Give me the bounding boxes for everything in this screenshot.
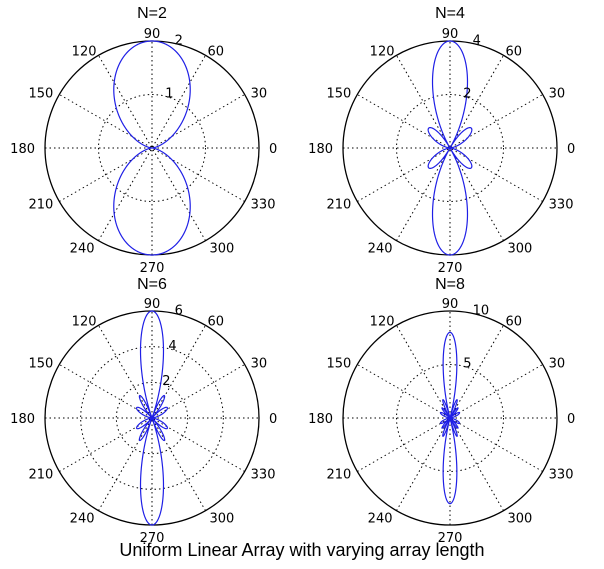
plot-title: N=8 — [435, 276, 465, 293]
radial-tick-label: 5 — [463, 356, 471, 371]
radial-grid-circle — [80, 346, 224, 490]
angle-tick-label: 60 — [506, 44, 523, 59]
angle-tick-label: 240 — [368, 242, 393, 257]
angle-tick-label: 270 — [140, 261, 165, 276]
angle-tick-label: 120 — [370, 314, 395, 329]
radial-tick-label: 2 — [175, 34, 183, 49]
angle-tick-label: 300 — [210, 512, 235, 527]
angle-tick-label: 90 — [442, 297, 459, 312]
angle-tick-label: 240 — [368, 512, 393, 527]
angle-tick-label: 180 — [308, 142, 333, 157]
angle-tick-label: 270 — [140, 531, 165, 546]
figure-caption: Uniform Linear Array with varying array … — [119, 540, 485, 560]
angle-tick-label: 210 — [327, 198, 352, 213]
angle-tick-label: 30 — [251, 357, 268, 372]
angle-tick-label: 210 — [29, 468, 54, 483]
radial-tick-label: 10 — [473, 304, 490, 319]
angle-tick-label: 60 — [208, 314, 225, 329]
angle-tick-label: 330 — [251, 198, 276, 213]
radial-tick-label: 6 — [175, 304, 183, 319]
angle-tick-label: 210 — [29, 198, 54, 213]
radiation-pattern-line — [113, 40, 191, 256]
angle-tick-label: 30 — [549, 357, 566, 372]
angle-tick-label: 210 — [327, 468, 352, 483]
angle-tick-label: 90 — [144, 27, 161, 42]
radiation-pattern-line — [427, 40, 473, 256]
radiation-pattern-line — [135, 310, 169, 526]
angle-tick-label: 180 — [10, 142, 35, 157]
angle-tick-label: 300 — [508, 242, 533, 257]
angle-tick-label: 30 — [549, 87, 566, 102]
angle-tick-label: 120 — [72, 314, 97, 329]
radial-tick-label: 1 — [165, 86, 173, 101]
angle-tick-label: 330 — [251, 468, 276, 483]
angle-tick-label: 0 — [567, 142, 575, 157]
angle-tick-label: 0 — [567, 412, 575, 427]
polar-plot-4: N=8 5 10 0 30 60 90 120 150 180 210 240 270 300 330 — [308, 276, 575, 546]
angle-tick-label: 270 — [438, 261, 463, 276]
radial-tick-label: 4 — [168, 339, 176, 354]
radial-tick-label: 2 — [463, 86, 471, 101]
angle-tick-label: 330 — [549, 198, 574, 213]
plot-title: N=2 — [137, 5, 167, 22]
angle-tick-label: 150 — [327, 357, 352, 372]
angle-tick-label: 120 — [370, 44, 395, 59]
angle-tick-label: 300 — [210, 242, 235, 257]
angle-tick-label: 180 — [10, 412, 35, 427]
radial-tick-label: 2 — [162, 374, 170, 389]
angle-tick-label: 60 — [506, 314, 523, 329]
radial-tick-label: 4 — [473, 34, 481, 49]
angle-tick-label: 90 — [144, 297, 161, 312]
plot-title: N=6 — [137, 276, 167, 293]
angle-tick-label: 150 — [29, 357, 54, 372]
polar-frame — [342, 310, 558, 526]
angle-tick-label: 300 — [508, 512, 533, 527]
angle-tick-label: 270 — [438, 531, 463, 546]
angle-tick-label: 150 — [327, 87, 352, 102]
angle-tick-label: 150 — [29, 87, 54, 102]
angle-tick-label: 30 — [251, 87, 268, 102]
angle-tick-label: 330 — [549, 468, 574, 483]
angle-tick-label: 120 — [72, 44, 97, 59]
radial-grid-circle — [396, 94, 504, 202]
angle-tick-label: 0 — [269, 142, 277, 157]
radial-grid-circle — [98, 94, 206, 202]
angle-tick-label: 240 — [70, 242, 95, 257]
radiation-pattern-line — [439, 331, 461, 505]
angle-tick-label: 180 — [308, 412, 333, 427]
plot-title: N=4 — [435, 5, 465, 22]
angle-tick-label: 90 — [442, 27, 459, 42]
angle-tick-label: 240 — [70, 512, 95, 527]
radial-grid-circle — [115, 381, 189, 455]
angle-tick-label: 60 — [208, 44, 225, 59]
radial-grid-circle — [396, 364, 504, 472]
angle-tick-label: 0 — [269, 412, 277, 427]
